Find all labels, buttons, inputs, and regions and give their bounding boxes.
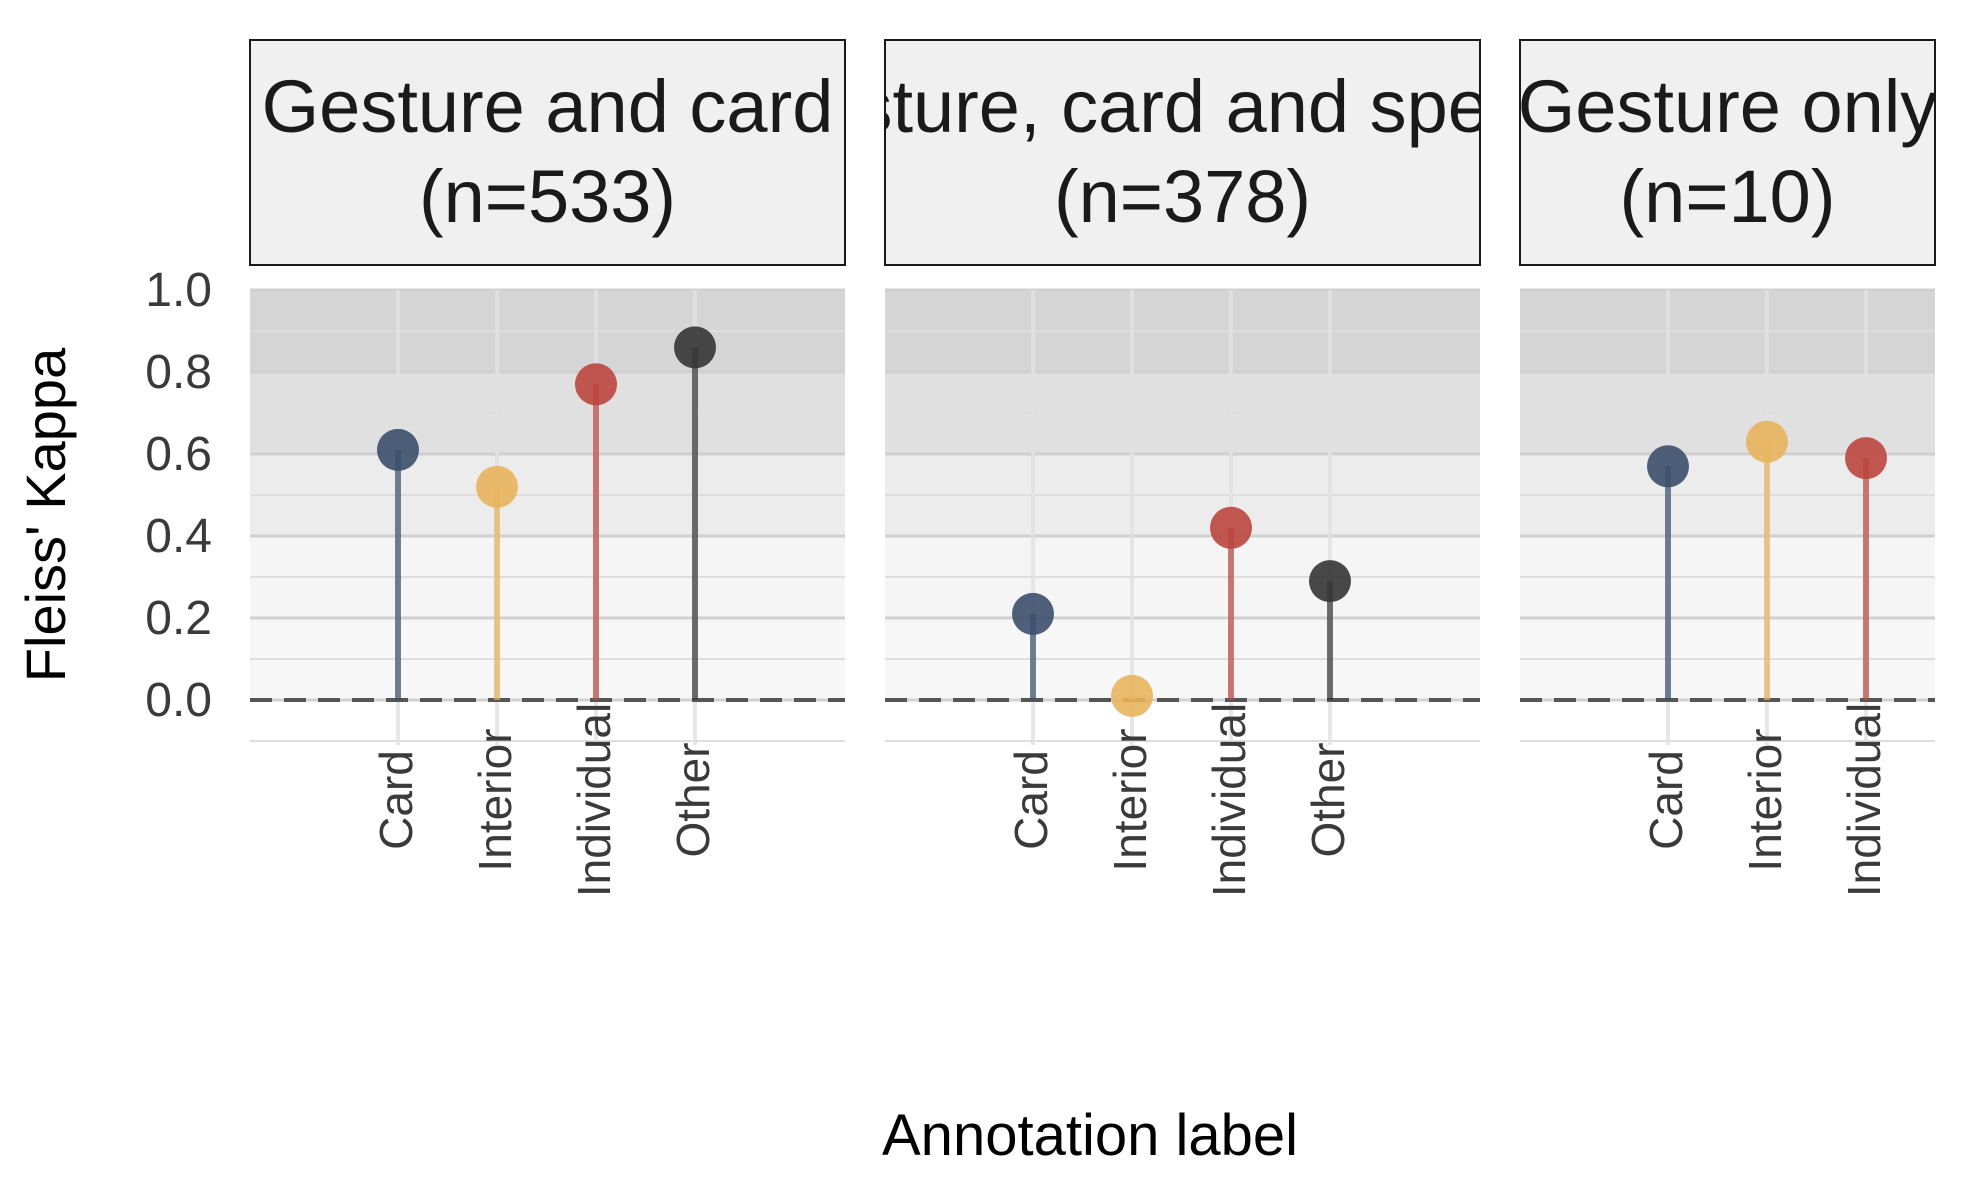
facet-panel: Gesture only(n=10) Card Interior Individual <box>1518 39 1938 897</box>
lollipop-point <box>674 326 716 369</box>
y-axis: 0.0 0.2 0.4 0.6 0.8 1.0 <box>145 264 212 727</box>
x-tick-label: Card <box>1640 750 1692 850</box>
facet-sample-size: (n=533) <box>419 155 676 238</box>
facet-sample-size: (n=378) <box>1054 155 1311 238</box>
x-tick-label: Card <box>1005 750 1057 850</box>
y-tick-label: 0.4 <box>145 510 212 563</box>
facet-strip <box>1519 39 1936 266</box>
y-tick-label: 0.0 <box>145 674 212 727</box>
facet-strip <box>249 39 846 266</box>
y-tick-label: 0.2 <box>145 592 212 645</box>
facet-panel: Gesture and card(n=533) Card Interior Indiv… <box>249 39 846 897</box>
facet-title: Gesture only <box>1518 65 1938 148</box>
lollipop-point <box>1647 445 1689 488</box>
facet-panel: Gesture, card and speech(n=378) Card Inter… <box>757 39 1609 897</box>
x-tick-label: Other <box>667 742 719 857</box>
lollipop-point <box>476 465 518 508</box>
lollipop-point <box>1210 506 1252 549</box>
lollipop-point <box>377 428 419 471</box>
x-tick-label: Individual <box>1203 703 1255 897</box>
y-tick-label: 1.0 <box>145 264 212 317</box>
x-tick-label: Interior <box>1104 728 1156 871</box>
facet-title: Gesture and card <box>262 65 834 148</box>
facet-title: Gesture, card and speech <box>757 65 1609 148</box>
lollipop-point <box>1845 437 1887 480</box>
x-tick-label: Card <box>370 750 422 850</box>
lollipop-point <box>1111 674 1153 717</box>
x-tick-label: Interior <box>1739 728 1791 871</box>
y-tick-label: 0.8 <box>145 346 212 399</box>
facet-strip <box>884 39 1481 266</box>
y-axis-label: Fleiss' Kappa <box>14 347 77 682</box>
lollipop-point <box>1012 592 1054 635</box>
x-tick-label: Individual <box>1838 703 1890 897</box>
lollipop-point <box>575 363 617 406</box>
x-tick-label: Individual <box>568 703 620 897</box>
y-tick-label: 0.6 <box>145 428 212 481</box>
x-tick-label: Other <box>1302 742 1354 857</box>
facet-sample-size: (n=10) <box>1620 155 1836 238</box>
x-axis-label: Annotation label <box>882 1103 1298 1168</box>
lollipop-point <box>1309 560 1351 603</box>
lollipop-point <box>1746 420 1788 463</box>
x-tick-label: Interior <box>469 728 521 871</box>
